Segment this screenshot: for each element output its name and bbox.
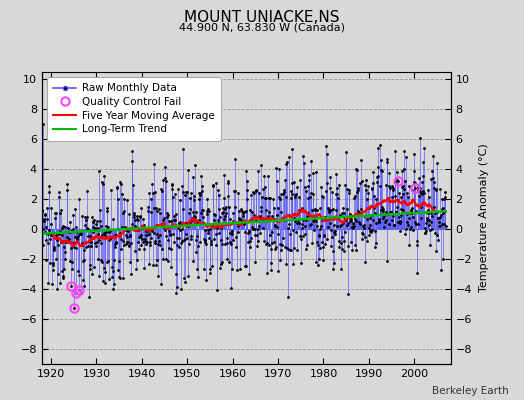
Text: MOUNT UNIACKE,NS: MOUNT UNIACKE,NS <box>184 10 340 25</box>
Text: Berkeley Earth: Berkeley Earth <box>432 386 508 396</box>
Legend: Raw Monthly Data, Quality Control Fail, Five Year Moving Average, Long-Term Tren: Raw Monthly Data, Quality Control Fail, … <box>47 77 221 141</box>
Text: 44.900 N, 63.830 W (Canada): 44.900 N, 63.830 W (Canada) <box>179 22 345 32</box>
Y-axis label: Temperature Anomaly (°C): Temperature Anomaly (°C) <box>479 144 489 292</box>
